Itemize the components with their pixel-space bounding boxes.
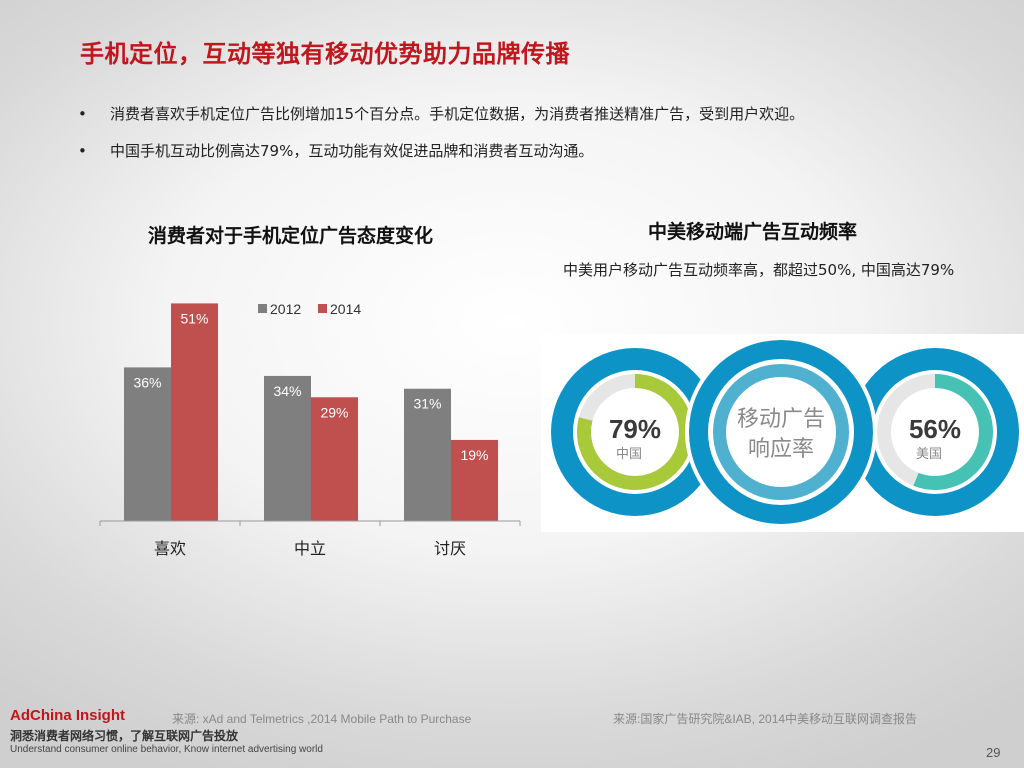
source-right: 来源:国家广告研究院&IAB, 2014中美移动互联网调查报告 (613, 712, 918, 726)
bullet-item: • 中国手机互动比例高达79%，互动功能有效促进品牌和消费者互动沟通。 (78, 141, 804, 161)
data-label-2012-喜欢: 36% (133, 374, 161, 390)
bar-2014-讨厌 (451, 439, 498, 521)
bar-2014-中立 (311, 397, 358, 521)
center-disc (726, 377, 836, 487)
china-label: 中国 (616, 447, 642, 462)
legend-swatch-2014 (318, 304, 327, 313)
footer-logo: AdChina Insight (10, 707, 125, 724)
footer-tagline: Understand consumer online behavior, Kno… (10, 744, 323, 755)
slide-title: 手机定位，互动等独有移动优势助力品牌传播 (80, 40, 570, 68)
data-label-2012-讨厌: 31% (413, 396, 441, 412)
legend-swatch-2012 (258, 304, 267, 313)
page-number: 29 (986, 745, 1001, 760)
legend-label-2012: 2012 (270, 301, 301, 317)
response-rate-panel: 79% 中国 56% 美国 移动广告 响应率 (541, 334, 1024, 532)
bullet-list: • 消费者喜欢手机定位广告比例增加15个百分点。手机定位数据，为消费者推送精准广… (78, 104, 804, 178)
bar-chart: 2012 2014 36% 51% 喜欢 34% 29% 中立 31% 19% 讨厌 (99, 301, 521, 558)
usa-progress-arc (877, 374, 993, 490)
bar-2012-喜欢 (124, 367, 171, 521)
bullet-dot: • (78, 105, 87, 123)
bullet-text: 消费者喜欢手机定位广告比例增加15个百分点。手机定位数据，为消费者推送精准广告，… (110, 105, 805, 123)
footer-slogan: 洞悉消费者网络习惯，了解互联网广告投放 (10, 729, 239, 743)
data-label-2014-喜欢: 51% (180, 310, 208, 326)
bullet-text: 中国手机互动比例高达79%，互动功能有效促进品牌和消费者互动沟通。 (110, 142, 594, 160)
center-label-line1: 移动广告 (737, 407, 825, 432)
data-label-2014-中立: 29% (320, 404, 348, 420)
center-label-line2: 响应率 (748, 437, 814, 462)
source-left: 来源: xAd and Telmetrics ,2014 Mobile Path… (172, 712, 472, 726)
bar-2012-讨厌 (404, 388, 451, 521)
category-label-中立: 中立 (294, 539, 326, 558)
usa-center (892, 389, 978, 475)
usa-value: 56% (909, 414, 961, 444)
data-label-2014-讨厌: 19% (460, 447, 488, 463)
usa-label: 美国 (916, 447, 942, 462)
bar-2014-喜欢 (171, 303, 218, 521)
category-label-喜欢: 喜欢 (154, 539, 186, 558)
right-chart-title: 中美移动端广告互动频率 (648, 221, 858, 243)
bar-chart-title: 消费者对于手机定位广告态度变化 (148, 225, 434, 247)
legend-label-2014: 2014 (330, 301, 361, 317)
china-value: 79% (609, 414, 661, 444)
category-label-讨厌: 讨厌 (434, 539, 466, 558)
bullet-item: • 消费者喜欢手机定位广告比例增加15个百分点。手机定位数据，为消费者推送精准广… (78, 104, 804, 124)
right-chart-subtitle: 中美用户移动广告互动频率高，都超过50%, 中国高达79% (563, 261, 955, 279)
bar-2012-中立 (264, 375, 311, 521)
china-center (592, 389, 678, 475)
bullet-dot: • (78, 142, 87, 160)
response-rate-diagram: 79% 中国 56% 美国 移动广告 响应率 (551, 336, 1019, 528)
data-label-2012-中立: 34% (273, 383, 301, 399)
